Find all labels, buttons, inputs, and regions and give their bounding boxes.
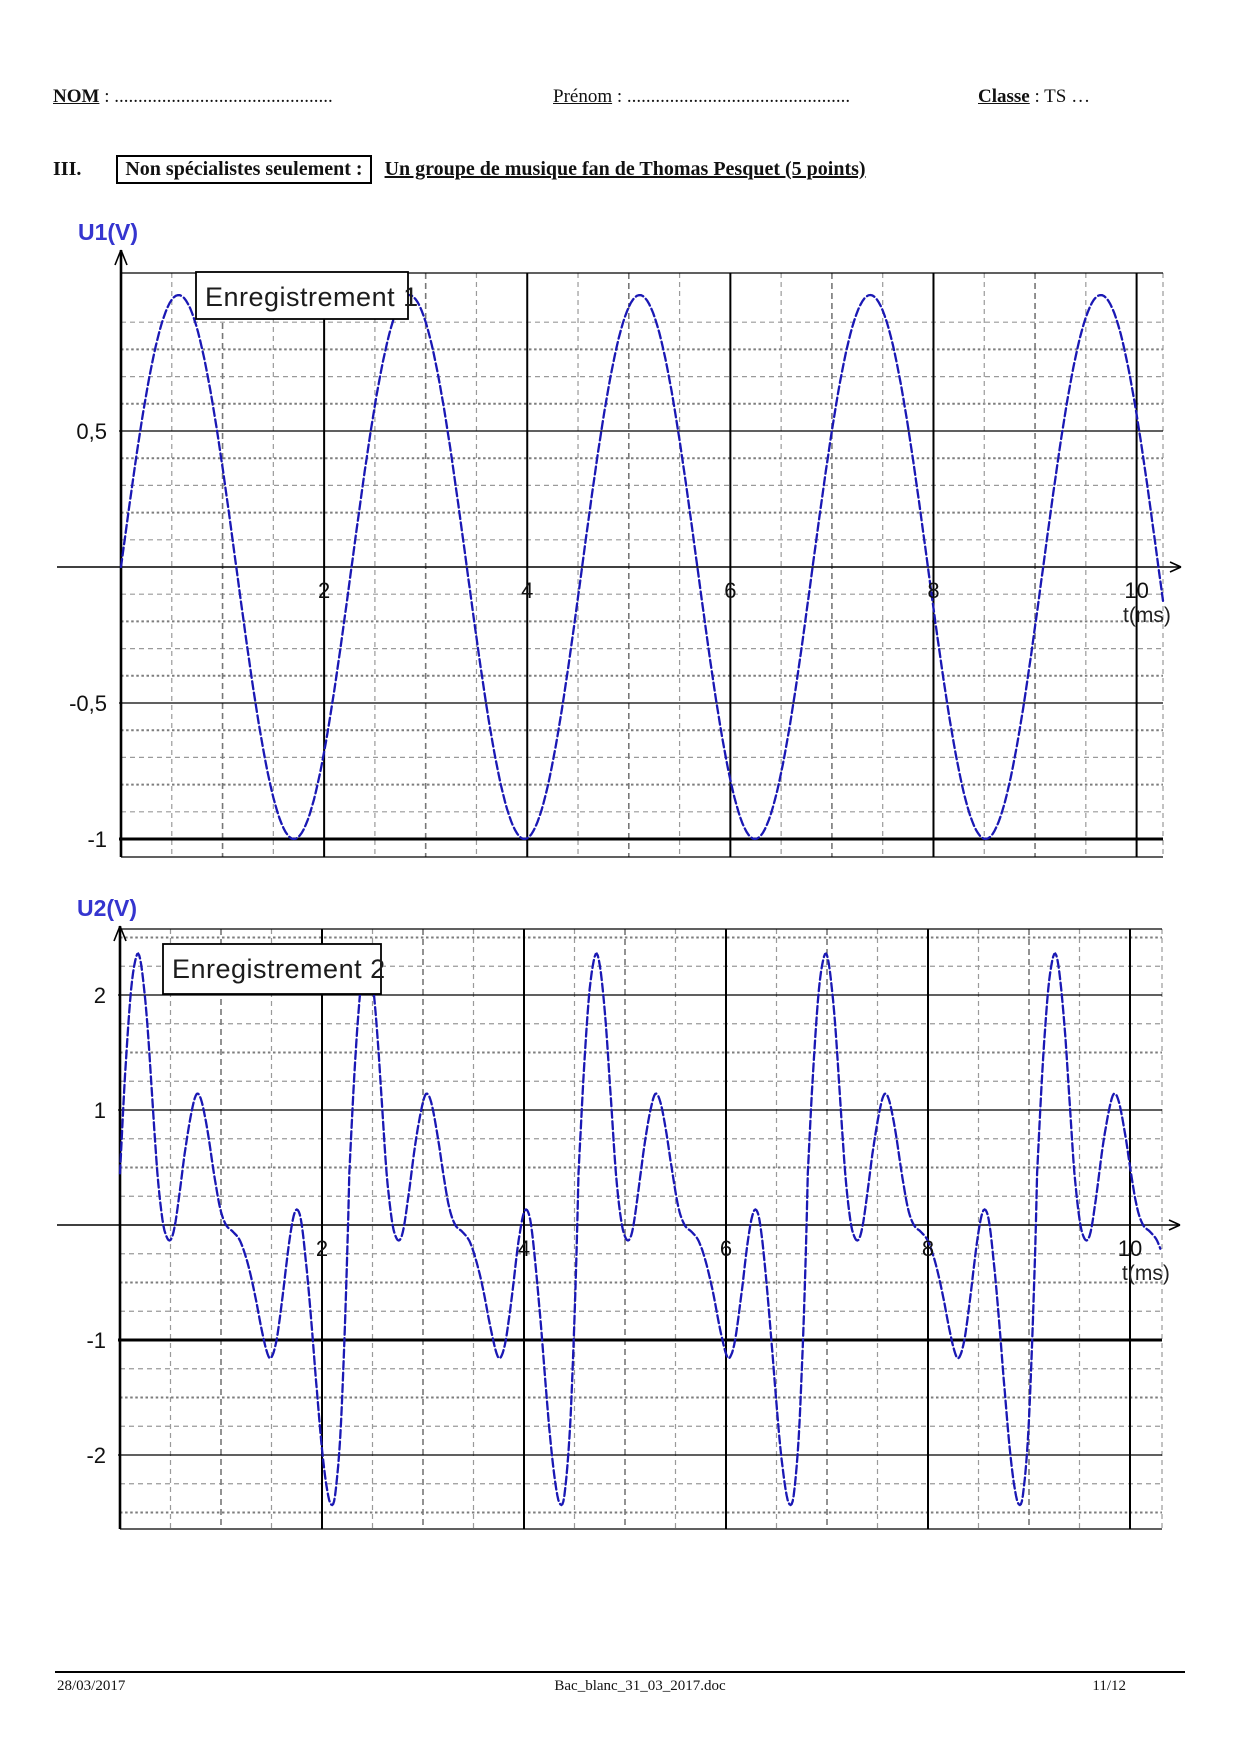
x-axis-arrow	[1168, 1219, 1181, 1226]
x-tick-label: 2	[316, 1236, 328, 1261]
x-tick-label: 6	[724, 578, 736, 603]
x-axis-arrow	[1169, 566, 1182, 573]
legend-box	[195, 271, 409, 320]
y-tick-label: 2	[94, 983, 106, 1008]
x-tick-label: 6	[720, 1236, 732, 1261]
footer-rule	[55, 1671, 1185, 1673]
footer-date: 28/03/2017	[57, 1678, 126, 1694]
x-tick-label: 4	[521, 578, 533, 603]
nom-dots: : ......................................…	[99, 86, 333, 107]
x-tick-label: 2	[318, 578, 330, 603]
x-tick-label: 10	[1124, 578, 1148, 603]
y-tick-label: -0,5	[69, 691, 107, 716]
nom-field: NOM : ..................................…	[53, 86, 333, 108]
x-tick-label: 8	[927, 578, 939, 603]
x-axis-arrow	[1168, 1224, 1181, 1231]
section-numeral: III.	[53, 158, 82, 180]
chart-enregistrement-2: 2 1 -1 -2 2 4 6 8 10t(ms) U2(V) Enregistrement 2	[57, 895, 1181, 1530]
y-tick-label: -1	[87, 827, 107, 852]
x-axis-arrow	[1169, 561, 1182, 568]
waveform-enregistrement2	[118, 952, 1162, 1507]
section-title: Un groupe de musique fan de Thomas Pesqu…	[384, 158, 866, 180]
y-axis-label: U2(V)	[77, 895, 137, 921]
section-heading: III. Non spécialistes seulement : Un gro…	[53, 155, 866, 184]
footer-filename: Bac_blanc_31_03_2017.doc	[554, 1678, 726, 1694]
classe-value: : TS …	[1029, 86, 1091, 107]
x-axis-unit-label: t(ms)	[1123, 604, 1171, 627]
y-axis-arrow	[114, 249, 122, 266]
prenom-dots: : ......................................…	[612, 86, 851, 107]
x-tick-label: 4	[518, 1236, 530, 1261]
section-boxed-label: Non spécialistes seulement :	[116, 155, 372, 184]
legend-label: Enregistrement 2	[172, 954, 386, 984]
y-tick-label: 1	[94, 1098, 106, 1123]
x-axis-unit-label: t(ms)	[1122, 1262, 1170, 1285]
y-axis-label: U1(V)	[78, 219, 138, 245]
y-axis-arrow	[113, 925, 121, 942]
y-tick-label: 0,5	[76, 419, 107, 444]
legend-label: Enregistrement 1	[205, 282, 419, 312]
chart-enregistrement-1: 0,5 -0,5 -1 2 4 6 8 10t(ms) U1(V) Enregistrement …	[57, 219, 1182, 858]
prenom-label: Prénom	[553, 86, 613, 107]
x-tick-label: 8	[922, 1236, 934, 1261]
legend-box	[162, 943, 382, 995]
y-axis-arrow	[119, 925, 127, 942]
classe-field: Classe : TS …	[978, 86, 1090, 108]
footer-page-number: 11/12	[1092, 1678, 1126, 1694]
prenom-field: Prénom : ...............................…	[553, 86, 850, 108]
classe-label: Classe	[978, 86, 1030, 107]
y-axis-arrow	[120, 249, 128, 266]
nom-label: NOM	[53, 86, 100, 107]
y-tick-label: -2	[86, 1443, 106, 1468]
waveform-enregistrement1	[119, 293, 1165, 841]
y-tick-label: -1	[86, 1328, 106, 1353]
x-tick-label: 10	[1118, 1236, 1142, 1261]
